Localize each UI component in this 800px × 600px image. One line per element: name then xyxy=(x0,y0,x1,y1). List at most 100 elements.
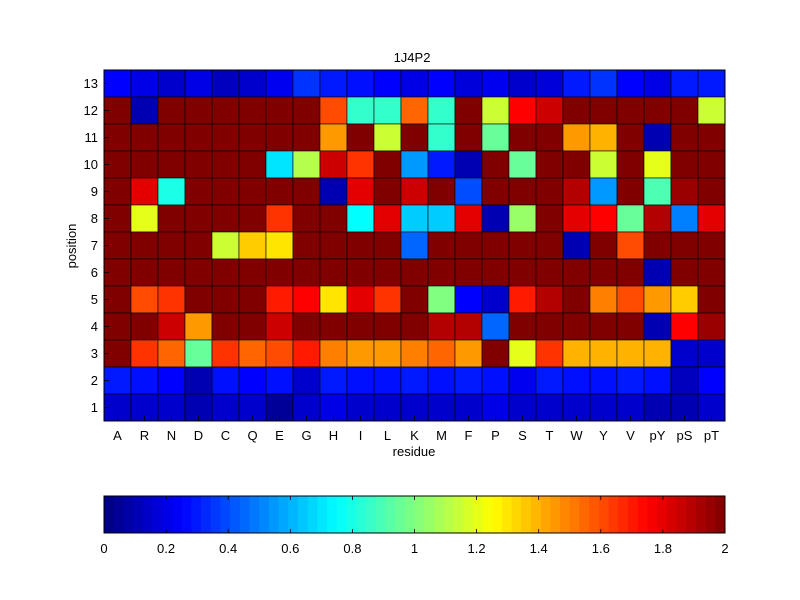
heatmap-cell-K-3 xyxy=(400,339,429,368)
colorbar-swatch xyxy=(695,496,706,533)
x-tick-label-T: T xyxy=(546,428,554,443)
heatmap-cell-G-6 xyxy=(292,258,321,287)
heatmap-cell-T-11 xyxy=(535,123,564,152)
x-tick-label-pY: pY xyxy=(650,428,666,443)
heatmap-cell-C-2 xyxy=(211,366,240,395)
heatmap-cell-R-11 xyxy=(130,123,159,152)
heatmap-cell-pY-8 xyxy=(643,204,672,233)
colorbar-swatch xyxy=(317,496,328,533)
heatmap-cell-Q-10 xyxy=(238,150,267,179)
heatmap-cell-E-10 xyxy=(265,150,294,179)
heatmap-cell-E-3 xyxy=(265,339,294,368)
heatmap-cell-G-9 xyxy=(292,177,321,206)
x-tick-label-R: R xyxy=(140,428,149,443)
heatmap-cell-H-5 xyxy=(319,285,348,314)
heatmap-cell-V-13 xyxy=(616,69,645,98)
heatmap-cell-Y-7 xyxy=(589,231,618,260)
heatmap-cell-S-12 xyxy=(508,96,537,125)
heatmap-cell-M-4 xyxy=(427,312,456,341)
heatmap-cell-Y-3 xyxy=(589,339,618,368)
heatmap-cell-S-5 xyxy=(508,285,537,314)
colorbar-tick-label: 0.8 xyxy=(343,541,361,556)
y-tick-label-9: 9 xyxy=(91,184,98,199)
colorbar-tick-label: 1.8 xyxy=(654,541,672,556)
x-tick-label-E: E xyxy=(275,428,284,443)
heatmap-cell-P-13 xyxy=(481,69,510,98)
heatmap-cell-E-13 xyxy=(265,69,294,98)
heatmap-cell-L-7 xyxy=(373,231,402,260)
heatmap-cell-S-6 xyxy=(508,258,537,287)
heatmap-cell-W-8 xyxy=(562,204,591,233)
y-axis-label: position xyxy=(64,224,79,269)
heatmap-cell-D-11 xyxy=(184,123,213,152)
heatmap-cell-pT-8 xyxy=(697,204,726,233)
heatmap-cell-I-5 xyxy=(346,285,375,314)
heatmap-cell-G-7 xyxy=(292,231,321,260)
heatmap-cell-I-7 xyxy=(346,231,375,260)
colorbar-swatch xyxy=(424,496,435,533)
heatmap-cell-pT-12 xyxy=(697,96,726,125)
heatmap-cell-E-11 xyxy=(265,123,294,152)
colorbar-swatch xyxy=(453,496,464,533)
heatmap-cell-pT-6 xyxy=(697,258,726,287)
y-tick-label-1: 1 xyxy=(91,400,98,415)
colorbar-swatch xyxy=(414,496,425,533)
heatmap-cell-S-11 xyxy=(508,123,537,152)
colorbar-swatch xyxy=(298,496,309,533)
heatmap-cell-Y-2 xyxy=(589,366,618,395)
heatmap-cell-G-12 xyxy=(292,96,321,125)
heatmap-cell-R-13 xyxy=(130,69,159,98)
heatmap-cell-Q-3 xyxy=(238,339,267,368)
heatmap-cell-W-13 xyxy=(562,69,591,98)
heatmap-cell-V-6 xyxy=(616,258,645,287)
heatmap-cell-Q-12 xyxy=(238,96,267,125)
colorbar-swatch xyxy=(191,496,202,533)
heatmap-cell-pS-9 xyxy=(670,177,699,206)
colorbar-swatch xyxy=(676,496,687,533)
colorbar-swatch xyxy=(142,496,153,533)
x-tick-label-P: P xyxy=(491,428,500,443)
heatmap-cell-M-7 xyxy=(427,231,456,260)
heatmap-cell-E-8 xyxy=(265,204,294,233)
heatmap-cell-S-7 xyxy=(508,231,537,260)
heatmap-cell-T-7 xyxy=(535,231,564,260)
heatmap-cell-V-12 xyxy=(616,96,645,125)
heatmap-cell-N-10 xyxy=(157,150,186,179)
heatmap-cell-pT-10 xyxy=(697,150,726,179)
x-tick-label-pT: pT xyxy=(704,428,719,443)
heatmap-cell-G-10 xyxy=(292,150,321,179)
heatmap-cell-E-9 xyxy=(265,177,294,206)
colorbar-swatch xyxy=(492,496,503,533)
heatmap-cell-M-12 xyxy=(427,96,456,125)
heatmap-cell-Q-7 xyxy=(238,231,267,260)
heatmap-cell-F-10 xyxy=(454,150,483,179)
colorbar-swatch xyxy=(550,496,561,533)
heatmap-cell-Y-6 xyxy=(589,258,618,287)
colorbar-swatch xyxy=(259,496,270,533)
colorbar-swatch xyxy=(230,496,241,533)
heatmap-cell-R-7 xyxy=(130,231,159,260)
heatmap-cell-H-12 xyxy=(319,96,348,125)
heatmap-cell-H-11 xyxy=(319,123,348,152)
heatmap-cell-pS-8 xyxy=(670,204,699,233)
heatmap-cell-L-8 xyxy=(373,204,402,233)
heatmap-cell-pY-3 xyxy=(643,339,672,368)
heatmap-cell-V-10 xyxy=(616,150,645,179)
x-tick-label-Q: Q xyxy=(247,428,257,443)
colorbar-tick-labels: 0 0.2 0.4 0.6 0.8 1 1.2 1.4 1.6 1.8 2 xyxy=(100,496,729,556)
heatmap-cell-N-9 xyxy=(157,177,186,206)
heatmap-cell-N-2 xyxy=(157,366,186,395)
heatmap-cell-pS-5 xyxy=(670,285,699,314)
heatmap-cell-W-6 xyxy=(562,258,591,287)
heatmap-cell-C-10 xyxy=(211,150,240,179)
colorbar-swatch xyxy=(404,496,415,533)
colorbar-swatch xyxy=(356,496,367,533)
heatmap-cell-L-9 xyxy=(373,177,402,206)
heatmap-cell-M-3 xyxy=(427,339,456,368)
colorbar-swatch xyxy=(307,496,318,533)
heatmap-cell-G-11 xyxy=(292,123,321,152)
heatmap-cell-M-11 xyxy=(427,123,456,152)
heatmap-cell-D-10 xyxy=(184,150,213,179)
heatmap-cell-C-7 xyxy=(211,231,240,260)
heatmap-cell-E-12 xyxy=(265,96,294,125)
